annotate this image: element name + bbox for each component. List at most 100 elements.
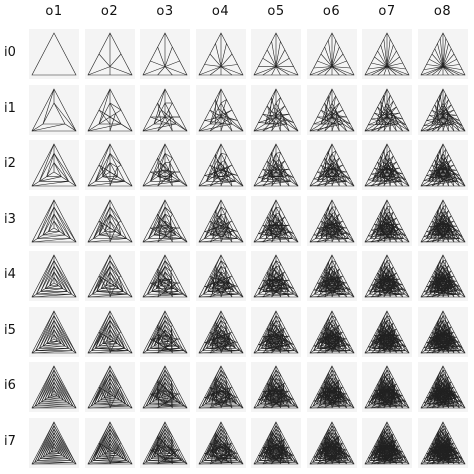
triangle-cell-i1-o6 bbox=[306, 84, 357, 135]
triangulation-icon bbox=[420, 143, 465, 187]
triangle-cell-i4-o1 bbox=[29, 251, 79, 301]
triangle-cell-i7-o1 bbox=[29, 417, 79, 468]
triangle-cell-i5-o6 bbox=[306, 306, 357, 357]
triangulation-icon bbox=[198, 198, 243, 242]
triangulation-icon bbox=[309, 254, 354, 298]
triangulation-icon bbox=[31, 420, 77, 464]
triangulation-icon bbox=[142, 309, 188, 353]
triangulation-icon bbox=[142, 143, 188, 187]
triangulation-icon bbox=[309, 365, 354, 409]
triangle-cell-i5-o2 bbox=[84, 306, 135, 357]
triangle-cell-i6-o5 bbox=[251, 362, 301, 412]
triangulation-icon bbox=[31, 32, 77, 76]
triangulation-icon bbox=[364, 254, 410, 298]
column-header-o4: o4 bbox=[211, 4, 230, 19]
triangulation-icon bbox=[420, 32, 465, 76]
triangle-cell-i1-o7 bbox=[362, 84, 412, 135]
triangulation-icon bbox=[87, 32, 132, 76]
triangle-cell-i7-o5 bbox=[251, 417, 301, 468]
triangle-cell-i4-o3 bbox=[140, 251, 190, 301]
triangle-cell-i0-o6 bbox=[306, 29, 357, 79]
triangulation-icon bbox=[87, 365, 132, 409]
triangulation-icon bbox=[87, 254, 132, 298]
triangle-cell-i6-o4 bbox=[195, 362, 246, 412]
column-header-o8: o8 bbox=[433, 4, 452, 19]
column-header-o1: o1 bbox=[45, 4, 63, 19]
triangle-cell-i0-o8 bbox=[417, 29, 468, 79]
triangulation-icon bbox=[31, 254, 77, 298]
triangulation-icon bbox=[87, 87, 132, 131]
triangle-cell-i4-o8 bbox=[417, 251, 468, 301]
triangle-cell-i0-o7 bbox=[362, 29, 412, 79]
triangulation-icon bbox=[87, 143, 132, 187]
triangle-cell-i3-o7 bbox=[362, 195, 412, 246]
triangulation-icon bbox=[253, 309, 299, 353]
triangle-cell-i7-o3 bbox=[140, 417, 190, 468]
triangle-cell-i2-o4 bbox=[195, 140, 246, 190]
triangulation-icon bbox=[309, 143, 354, 187]
triangle-cell-i6-o6 bbox=[306, 362, 357, 412]
triangulation-icon bbox=[420, 365, 465, 409]
triangle-cell-i6-o8 bbox=[417, 362, 468, 412]
triangle-cell-i0-o1 bbox=[29, 29, 79, 79]
triangle-cell-i2-o3 bbox=[140, 140, 190, 190]
triangulation-icon bbox=[31, 309, 77, 353]
triangulation-icon bbox=[198, 87, 243, 131]
triangulation-icon bbox=[420, 198, 465, 242]
triangulation-icon bbox=[364, 198, 410, 242]
triangle-cell-i0-o5 bbox=[251, 29, 301, 79]
triangle-cell-i4-o5 bbox=[251, 251, 301, 301]
triangle-cell-i1-o3 bbox=[140, 84, 190, 135]
triangle-cell-i6-o7 bbox=[362, 362, 412, 412]
triangle-cell-i3-o5 bbox=[251, 195, 301, 246]
triangulation-icon bbox=[253, 143, 299, 187]
triangle-cell-i2-o6 bbox=[306, 140, 357, 190]
triangle-cell-i2-o8 bbox=[417, 140, 468, 190]
triangulation-icon bbox=[142, 420, 188, 464]
triangulation-icon bbox=[31, 87, 77, 131]
triangulation-icon bbox=[420, 254, 465, 298]
triangulation-icon bbox=[198, 420, 243, 464]
triangulation-icon bbox=[364, 143, 410, 187]
row-header-i0: i0 bbox=[4, 45, 16, 60]
triangulation-icon bbox=[309, 87, 354, 131]
triangulation-icon bbox=[87, 420, 132, 464]
column-header-o3: o3 bbox=[156, 4, 174, 19]
triangulation-icon bbox=[142, 198, 188, 242]
triangulation-icon bbox=[309, 309, 354, 353]
triangle-cell-i3-o8 bbox=[417, 195, 468, 246]
triangulation-icon bbox=[198, 254, 243, 298]
triangle-cell-i6-o2 bbox=[84, 362, 135, 412]
column-header-o5: o5 bbox=[267, 4, 285, 19]
triangle-cell-i0-o2 bbox=[84, 29, 135, 79]
triangulation-icon bbox=[142, 32, 188, 76]
triangle-cell-i5-o7 bbox=[362, 306, 412, 357]
triangulation-icon bbox=[31, 365, 77, 409]
triangle-cell-i5-o4 bbox=[195, 306, 246, 357]
triangle-cell-i5-o3 bbox=[140, 306, 190, 357]
triangle-cell-i7-o2 bbox=[84, 417, 135, 468]
triangulation-icon bbox=[253, 420, 299, 464]
triangulation-icon bbox=[253, 365, 299, 409]
triangle-cell-i2-o2 bbox=[84, 140, 135, 190]
triangulation-icon bbox=[31, 198, 77, 242]
triangle-cell-i5-o5 bbox=[251, 306, 301, 357]
triangle-cell-i2-o7 bbox=[362, 140, 412, 190]
triangle-cell-i3-o2 bbox=[84, 195, 135, 246]
column-header-o2: o2 bbox=[100, 4, 119, 19]
triangle-cell-i1-o8 bbox=[417, 84, 468, 135]
row-header-i6: i6 bbox=[4, 378, 16, 393]
triangulation-icon bbox=[364, 32, 410, 76]
triangle-cell-i7-o7 bbox=[362, 417, 412, 468]
triangle-cell-i1-o2 bbox=[84, 84, 135, 135]
triangle-cell-i3-o3 bbox=[140, 195, 190, 246]
row-header-i5: i5 bbox=[4, 322, 16, 338]
triangulation-icon bbox=[142, 365, 188, 409]
triangulation-icon bbox=[253, 87, 299, 131]
triangle-cell-i7-o4 bbox=[195, 417, 246, 468]
triangle-cell-i5-o8 bbox=[417, 306, 468, 357]
triangle-cell-i4-o6 bbox=[306, 251, 357, 301]
triangulation-icon bbox=[253, 254, 299, 298]
triangulation-icon bbox=[87, 309, 132, 353]
triangulation-icon bbox=[198, 309, 243, 353]
